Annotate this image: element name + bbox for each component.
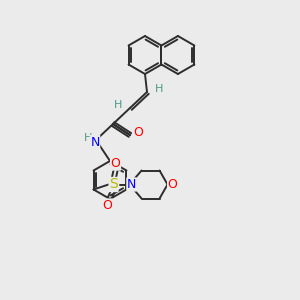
- Text: O: O: [103, 199, 112, 212]
- Text: O: O: [133, 127, 143, 140]
- Text: N: N: [90, 136, 100, 148]
- Text: O: O: [168, 178, 178, 191]
- Text: O: O: [111, 157, 121, 170]
- Text: H: H: [155, 84, 163, 94]
- Text: H: H: [84, 133, 92, 143]
- Text: S: S: [109, 178, 118, 191]
- Text: N: N: [127, 178, 136, 191]
- Text: H: H: [114, 100, 122, 110]
